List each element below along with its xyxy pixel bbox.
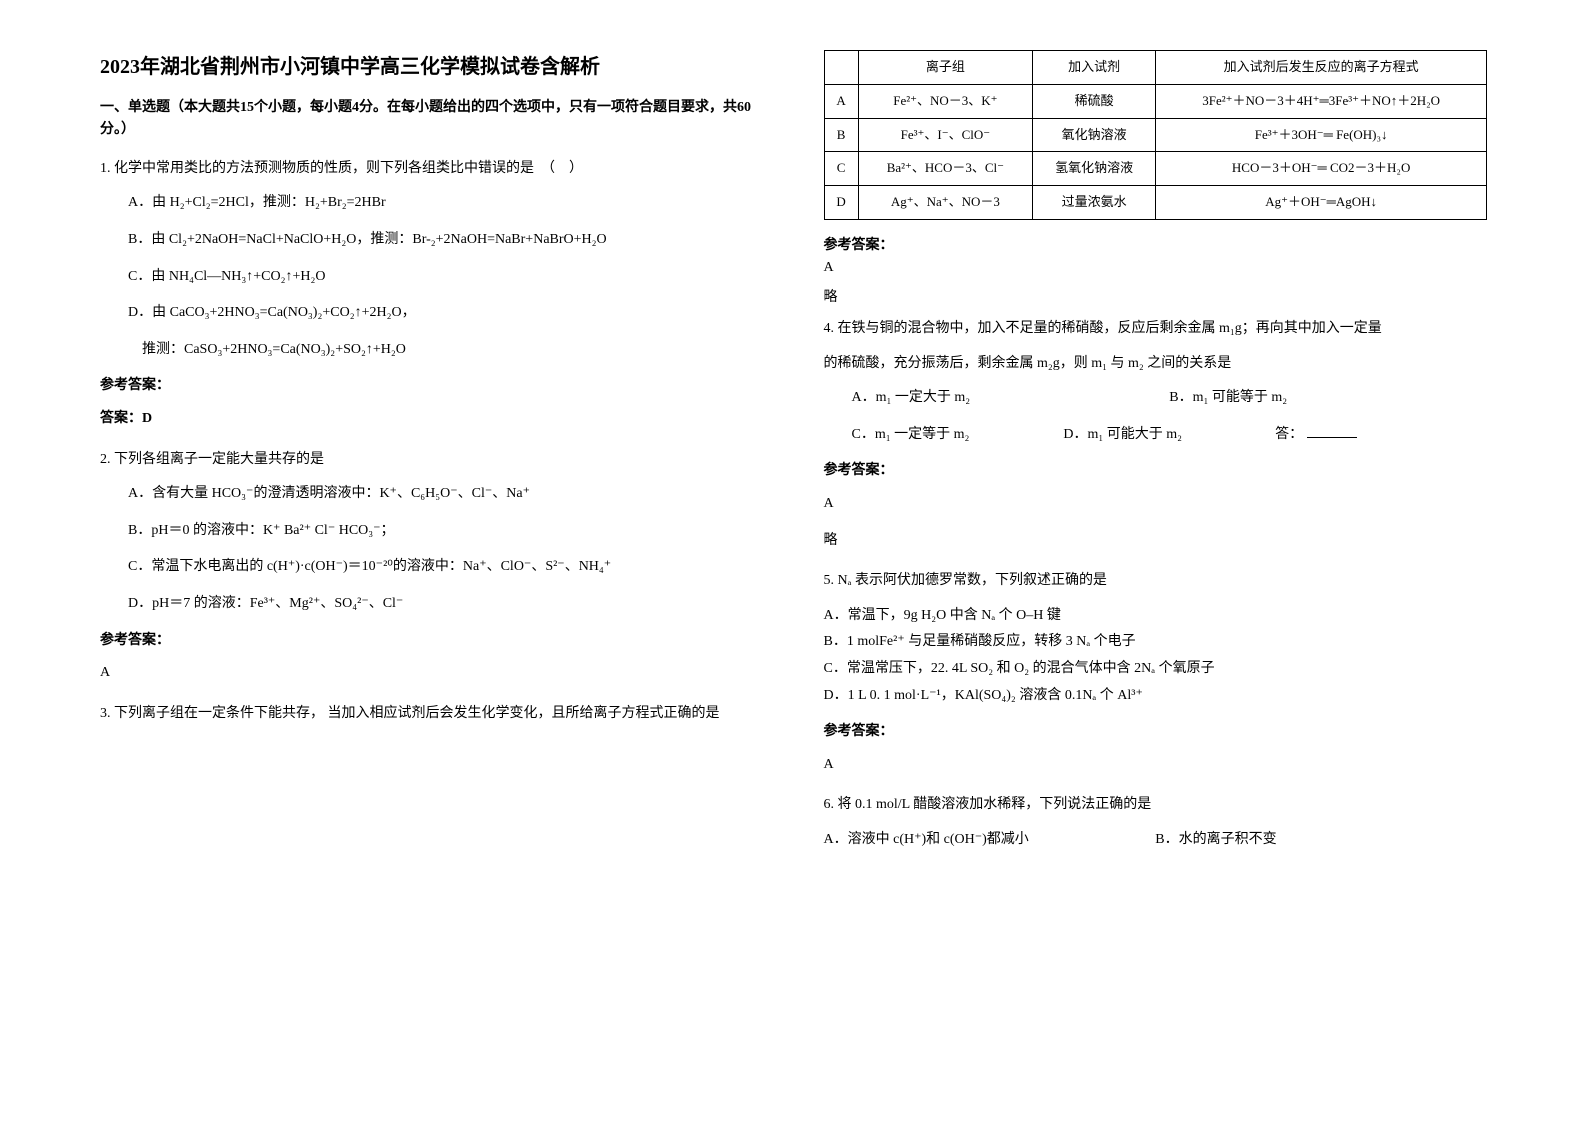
q5-option-b: B．1 molFe²⁺ 与足量稀硝酸反应，转移 3 Nₐ 个电子	[824, 629, 1488, 656]
q4-option-b: B．m₁ 可能等于 m₂	[1169, 385, 1487, 412]
q1-option-a: A．由 H₂+Cl₂=2HCl，推测：H₂+Br₂=2HBr	[128, 190, 764, 217]
table-cell: 3Fe²⁺＋NO－3＋4H⁺═3Fe³⁺＋NO↑＋2H₂O	[1156, 84, 1487, 118]
table-cell: Ag⁺＋OH⁻═AgOH↓	[1156, 186, 1487, 220]
table-cell: Fe³⁺、I⁻、ClO⁻	[858, 118, 1032, 152]
q1-option-c: C．由 NH₄Cl—NH₃↑+CO₂↑+H₂O	[128, 264, 764, 291]
q4-option-d: D．m₁ 可能大于 m₂	[1063, 422, 1275, 449]
q4-note: 略	[824, 528, 1488, 555]
table-cell: Ba²⁺、HCO－3、Cl⁻	[858, 152, 1032, 186]
q1-option-d: D．由 CaCO₃+2HNO₃=Ca(NO₃)₂+CO₂↑+2H₂O，	[128, 300, 764, 327]
table-header: 加入试剂后发生反应的离子方程式	[1156, 51, 1487, 85]
q4-row1: A．m₁ 一定大于 m₂ B．m₁ 可能等于 m₂	[852, 385, 1488, 412]
table-cell: 氢氧化钠溶液	[1033, 152, 1156, 186]
table-row: D Ag⁺、Na⁺、NO－3 过量浓氨水 Ag⁺＋OH⁻═AgOH↓	[824, 186, 1487, 220]
table-cell: Fe²⁺、NO－3、K⁺	[858, 84, 1032, 118]
q4-answer-prompt: 答：	[1275, 422, 1487, 449]
q3-stem: 3. 下列离子组在一定条件下能共存， 当加入相应试剂后会发生化学变化，且所给离子…	[100, 701, 764, 728]
question-2: 2. 下列各组离子一定能大量共存的是 A．含有大量 HCO₃⁻的澄清透明溶液中：…	[100, 447, 764, 687]
q5-answer-label: 参考答案：	[824, 719, 1488, 746]
page-title: 2023年湖北省荆州市小河镇中学高三化学模拟试卷含解析	[100, 50, 764, 79]
table-cell: 氧化钠溶液	[1033, 118, 1156, 152]
q3-answer: A	[824, 260, 1488, 276]
q1-option-b: B．由 Cl₂+2NaOH=NaCl+NaClO+H₂O，推测：Br-₂+2Na…	[128, 227, 764, 254]
q2-option-a: A．含有大量 HCO₃⁻的澄清透明溶液中：K⁺、C₆H₅O⁻、Cl⁻、Na⁺	[128, 481, 764, 508]
question-5: 5. Nₐ 表示阿伏加德罗常数，下列叙述正确的是 A．常温下，9g H₂O 中含…	[824, 568, 1488, 778]
q4-row2: C．m₁ 一定等于 m₂ D．m₁ 可能大于 m₂ 答：	[852, 422, 1488, 449]
q1-stem: 1. 化学中常用类比的方法预测物质的性质，则下列各组类比中错误的是 （ ）	[100, 156, 764, 183]
q4-option-c: C．m₁ 一定等于 m₂	[852, 422, 1064, 449]
table-cell: Fe³⁺＋3OH⁻═ Fe(OH)₃↓	[1156, 118, 1487, 152]
q5-option-c: C．常温常压下，22. 4L SO₂ 和 O₂ 的混合气体中含 2Nₐ 个氧原子	[824, 656, 1488, 683]
question-3: 3. 下列离子组在一定条件下能共存， 当加入相应试剂后会发生化学变化，且所给离子…	[100, 701, 764, 728]
table-cell: Ag⁺、Na⁺、NO－3	[858, 186, 1032, 220]
q6-option-a: A．溶液中 c(H⁺)和 c(OH⁻)都减小	[824, 827, 1156, 854]
q2-option-c: C．常温下水电离出的 c(H⁺)·c(OH⁻)＝10⁻²⁰的溶液中：Na⁺、Cl…	[128, 554, 764, 581]
q1-option-d2: 推测：CaSO₃+2HNO₃=Ca(NO₃)₂+SO₂↑+H₂O	[142, 337, 764, 364]
q4-option-a: A．m₁ 一定大于 m₂	[852, 385, 1170, 412]
q4-stem2: 的稀硫酸，充分振荡后，剩余金属 m₂g，则 m₁ 与 m₂ 之间的关系是	[824, 351, 1488, 378]
answer-blank	[1307, 437, 1357, 438]
q4-stem1: 4. 在铁与铜的混合物中，加入不足量的稀硝酸，反应后剩余金属 m₁g；再向其中加…	[824, 316, 1488, 343]
table-header: 离子组	[858, 51, 1032, 85]
table-cell: 过量浓氨水	[1033, 186, 1156, 220]
right-column: 离子组 加入试剂 加入试剂后发生反应的离子方程式 A Fe²⁺、NO－3、K⁺ …	[824, 50, 1488, 1072]
table-row: B Fe³⁺、I⁻、ClO⁻ 氧化钠溶液 Fe³⁺＋3OH⁻═ Fe(OH)₃↓	[824, 118, 1487, 152]
table-header-row: 离子组 加入试剂 加入试剂后发生反应的离子方程式	[824, 51, 1487, 85]
q6-option-b: B．水的离子积不变	[1155, 827, 1487, 854]
ion-table: 离子组 加入试剂 加入试剂后发生反应的离子方程式 A Fe²⁺、NO－3、K⁺ …	[824, 50, 1488, 220]
q3-answer-label: 参考答案：	[824, 234, 1488, 254]
q6-stem: 6. 将 0.1 mol/L 醋酸溶液加水稀释，下列说法正确的是	[824, 792, 1488, 819]
question-1: 1. 化学中常用类比的方法预测物质的性质，则下列各组类比中错误的是 （ ） A．…	[100, 156, 764, 433]
q1-answer-label: 参考答案：	[100, 373, 764, 400]
table-cell: HCO－3＋OH⁻═ CO2－3＋H₂O	[1156, 152, 1487, 186]
q2-option-d: D．pH＝7 的溶液：Fe³⁺、Mg²⁺、SO₄²⁻、Cl⁻	[128, 591, 764, 618]
table-cell: 稀硫酸	[1033, 84, 1156, 118]
table-cell: A	[824, 84, 858, 118]
left-column: 2023年湖北省荆州市小河镇中学高三化学模拟试卷含解析 一、单选题（本大题共15…	[100, 50, 764, 1072]
question-6: 6. 将 0.1 mol/L 醋酸溶液加水稀释，下列说法正确的是 A．溶液中 c…	[824, 792, 1488, 853]
q3-note: 略	[824, 286, 1488, 306]
table-header: 加入试剂	[1033, 51, 1156, 85]
q2-answer-label: 参考答案：	[100, 628, 764, 655]
q4-answer: A	[824, 491, 1488, 518]
q2-option-b: B．pH＝0 的溶液中：K⁺ Ba²⁺ Cl⁻ HCO₃⁻；	[128, 518, 764, 545]
table-cell: D	[824, 186, 858, 220]
q5-stem: 5. Nₐ 表示阿伏加德罗常数，下列叙述正确的是	[824, 568, 1488, 595]
q6-row: A．溶液中 c(H⁺)和 c(OH⁻)都减小 B．水的离子积不变	[824, 827, 1488, 854]
q4-answer-label: 参考答案：	[824, 458, 1488, 485]
table-row: C Ba²⁺、HCO－3、Cl⁻ 氢氧化钠溶液 HCO－3＋OH⁻═ CO2－3…	[824, 152, 1487, 186]
table-cell: C	[824, 152, 858, 186]
q5-answer: A	[824, 752, 1488, 779]
table-row: A Fe²⁺、NO－3、K⁺ 稀硫酸 3Fe²⁺＋NO－3＋4H⁺═3Fe³⁺＋…	[824, 84, 1487, 118]
question-4: 4. 在铁与铜的混合物中，加入不足量的稀硝酸，反应后剩余金属 m₁g；再向其中加…	[824, 316, 1488, 554]
q1-answer: 答案：D	[100, 406, 764, 433]
section-intro: 一、单选题（本大题共15个小题，每小题4分。在每小题给出的四个选项中，只有一项符…	[100, 97, 764, 142]
table-cell: B	[824, 118, 858, 152]
q2-answer: A	[100, 660, 764, 687]
q5-option-d: D．1 L 0. 1 mol·L⁻¹，KAl(SO₄)₂ 溶液含 0.1Nₐ 个…	[824, 683, 1488, 710]
table-header	[824, 51, 858, 85]
q5-option-a: A．常温下，9g H₂O 中含 Nₐ 个 O–H 键	[824, 603, 1488, 630]
q2-stem: 2. 下列各组离子一定能大量共存的是	[100, 447, 764, 474]
